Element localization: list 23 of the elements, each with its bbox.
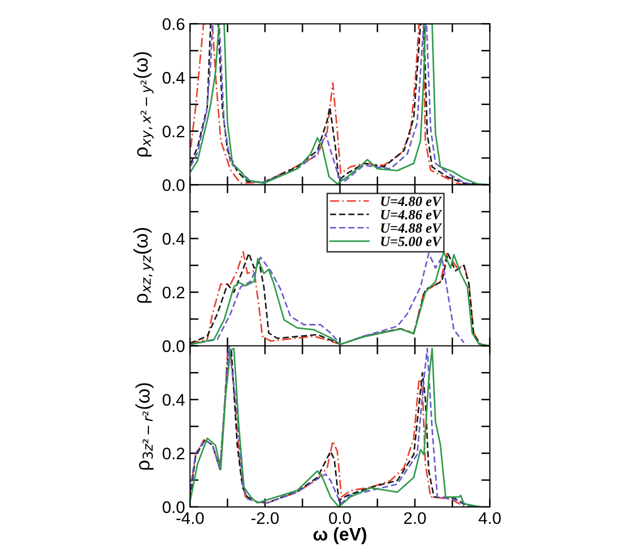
x-tick-label: 4.0 <box>478 512 501 524</box>
x-tick-label: -2.0 <box>251 512 279 524</box>
y-tick-label: 0.2 <box>162 126 184 138</box>
y-tick-label: 0.0 <box>162 179 185 192</box>
x-tick-label: 0.0 <box>329 512 351 524</box>
legend-label: U=4.88 eV <box>381 223 442 233</box>
y-tick-label: 0.0 <box>162 501 185 514</box>
y-tick-label: 0.4 <box>162 72 185 84</box>
y-axis-title: ρ$_{xy,x²−y²}$(ω) <box>133 52 154 156</box>
x-axis-title: ω (eV) <box>313 527 366 544</box>
y-tick-label: 0.2 <box>162 448 184 460</box>
y-axis-title: ρ$_{3z²−r²}$(ω) <box>135 383 154 470</box>
x-tick-label: 2.0 <box>404 512 426 524</box>
y-tick-label: 0.4 <box>162 232 185 245</box>
y-tick-label: 0.0 <box>162 340 185 352</box>
y-tick-label: 0.4 <box>162 394 185 406</box>
x-tick-label: -4.0 <box>176 512 204 524</box>
y-axis-title: ρ$_{xz,yz}$(ω) <box>133 228 154 303</box>
legend-label: U=4.86 eV <box>381 210 442 220</box>
y-tick-label: 0.6 <box>162 18 184 30</box>
y-tick-label: 0.2 <box>162 286 184 298</box>
legend-label: U=4.80 eV <box>381 196 442 206</box>
legend-label: U=5.00 eV <box>381 236 442 246</box>
